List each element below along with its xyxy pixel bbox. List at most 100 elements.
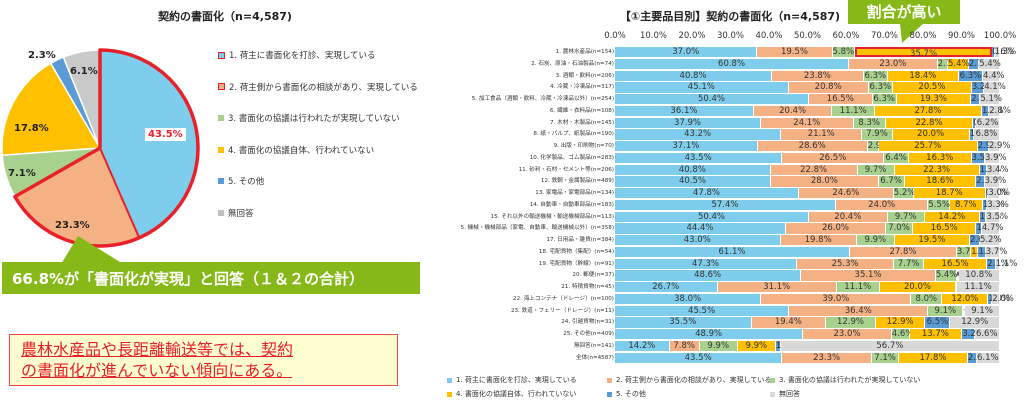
bar-segment: 1.9% [978, 246, 1000, 258]
bar-row: 57.4%24.0%5.5%8.7%1.1%3.3% [615, 199, 1009, 211]
pie-chart-title: 契約の書面化（n=4,587) [158, 10, 292, 23]
bar-segment: 9.7% [857, 164, 895, 175]
pie-legend-item: 無回答 [218, 206, 438, 220]
bar-segment: 5.2% [893, 188, 916, 199]
bar-segment: 24.0% [835, 199, 929, 211]
bar-segment: 17.8% [899, 352, 968, 363]
callout-pointer-icon [900, 23, 924, 43]
bar-segment: 19.3% [896, 94, 972, 105]
bar-legend-item: 無回答 [770, 389, 800, 399]
bar-segment: 12.0% [942, 293, 989, 305]
bar-segment: 5.8% [832, 47, 855, 58]
bar-segment: 8.0% [911, 293, 943, 305]
bar-legend-item: 5. その他 [607, 389, 646, 399]
bar-segment: 26.7% [615, 282, 718, 293]
bar-segment: 36.1% [615, 105, 754, 117]
x-axis-tick: 50.0% [793, 31, 822, 41]
bar-row: 43.5% 26.5% 6.4% 16.3% 3.5% 3.9% [615, 152, 1007, 164]
bar-row: 37.1%28.6%2.9%25.7%2.9%2.9% [615, 141, 1011, 152]
pie-legend-label: 2. 荷主側から書面化の相談があり、実現している [229, 82, 418, 93]
pie-label-shipper-proposed: 43.5% [145, 128, 186, 141]
bar-row: 47.3%25.3%7.7%16.5%2.2%1.1% [615, 258, 1017, 269]
bar-segment: 5.1% [980, 94, 1002, 105]
bar-category-label: 14. 自動車・自動車部品(n=183) [529, 201, 614, 208]
bar-category-label: 5. 加工食品（酒類・飲料、冷蔵・冷凍品以外）(n=254) [471, 96, 614, 102]
bar-segment: 2.2% [976, 176, 998, 187]
bar-row: 43.0%19.8%9.9%19.5%2.6%5.2% [615, 235, 1002, 246]
bar-segment: 20.8% [788, 82, 869, 93]
bar-segment: 60.8% [615, 58, 850, 70]
bar-segment: 2.9% [988, 141, 1011, 152]
bar-row: 43.2%21.1%7.9%20.0%1.1%6.8% [615, 129, 1000, 140]
legend-swatch-icon [447, 391, 452, 397]
bar-segment: 5.2% [979, 235, 1002, 246]
pie-legend-item: 3. 書面化の協議は行われたが実現していない [218, 111, 438, 125]
bar-segment: 13.7% [909, 329, 963, 340]
summary-callout: 66.8%が「書面化が実現」と回答（１＆２の合計） [2, 262, 420, 294]
bar-segment: 56.7% [781, 340, 1000, 352]
bar-segment: 27.8% [875, 105, 982, 117]
bar-legend-label: 無回答 [779, 390, 800, 398]
bar-segment: 26.5% [782, 152, 885, 164]
bar-segment: 2.4% [971, 94, 993, 105]
bar-segment: 36.4% [789, 305, 929, 316]
bar-segment: 40.5% [615, 176, 771, 187]
bar-category-label: 23. 鉄道・フェリー（ドレージ）(n=11) [511, 307, 614, 314]
bar-segment: 35.7% [854, 47, 993, 59]
bar-legend-label: 4. 書面化の協議自体、行われていない [456, 390, 577, 398]
bar-segment: 28.6% [757, 141, 868, 152]
bar-segment: 12.9% [826, 317, 876, 328]
bar-segment: 3.5% [971, 152, 994, 164]
high-ratio-callout: 割合が高い [848, 0, 960, 24]
bar-segment: 6.3% [872, 94, 897, 105]
bar-segment: 4.4% [983, 70, 1005, 81]
bar-segment: 6.8% [973, 129, 1000, 140]
pie-highlight-divider [99, 147, 141, 239]
bar-segment: 2.7% [968, 58, 990, 70]
legend-swatch-icon [218, 178, 224, 184]
pie-legend-label: 1. 荷主に書面化を打診、実現している [229, 51, 376, 61]
bar-segment: 44.4% [615, 223, 786, 234]
pie-legend-item: 2. 荷主側から書面化の相談があり、実現している [218, 80, 438, 94]
bar-segment: 0.6% [992, 47, 1014, 58]
legend-swatch-icon [218, 209, 224, 216]
legend-swatch-icon [770, 391, 775, 397]
bar-segment: 23.0% [803, 329, 892, 340]
bar-segment: 35.1% [801, 270, 936, 281]
bar-segment: 6.2% [976, 117, 1000, 128]
pie-slice [1, 62, 102, 157]
bar-segment: 11.1% [832, 105, 876, 117]
bar-segment: 6.3% [863, 70, 888, 81]
bar-segment: 7.9% [862, 129, 893, 140]
bar-segment: 7.1% [871, 352, 900, 363]
bar-segment: 7.7% [894, 258, 924, 269]
bar-segment: 4.7% [981, 223, 1004, 234]
bar-segment: 6.7% [878, 176, 905, 187]
bar-row: 35.5% 19.4% 12.9% 12.9% 6.5% 12.9% [615, 317, 1000, 328]
pie-legend-label: 無回答 [228, 208, 254, 219]
bar-segment: 22.3% [894, 164, 980, 175]
bar-segment: 19.5% [757, 47, 833, 58]
bar-segment: 9.1% [928, 305, 964, 316]
bar-segment: 3.3% [987, 199, 1009, 211]
bar-row: 37.9%24.1%8.3%22.8%0.7%6.2% [615, 117, 1000, 128]
bar-segment: 6.1% [976, 352, 1000, 363]
bar-segment: 37.9% [615, 117, 761, 128]
bar-segment: 4.6% [891, 329, 914, 340]
pie-label-not-discussed: 17.8% [14, 123, 49, 134]
bar-category-label: 22. 海上コンテナ（ドレージ）(n=100) [513, 295, 614, 302]
bar-segment: 50.4% [615, 211, 810, 222]
bar-segment: 3.5% [986, 211, 1009, 222]
pie-legend-label: 5. その他 [228, 177, 265, 187]
bar-segment: 50.4% [615, 94, 810, 105]
bar-category-label: 11. 砂利・石材・セメント等(n=206) [518, 166, 614, 173]
bar-row: 61.1%27.8%3.7%1.9%1.9%3.7% [615, 246, 1007, 258]
bar-row: 40.8% 23.8% 6.3% 18.4% 6.3% 4.4% [615, 70, 1005, 81]
bar-segment: 27.8% [850, 246, 957, 258]
bar-legend-label: 3. 書面化の協議は行われたが実現していない [779, 376, 921, 384]
bar-segment: 31.1% [717, 282, 837, 293]
bar-segment: 12.9% [950, 317, 1000, 328]
bar-category-label: 15. それ以外の輸送機械・輸送機械部品(n=113) [490, 213, 614, 220]
bar-segment: 23.3% [782, 352, 872, 363]
bar-segment: 7.0% [886, 223, 913, 234]
